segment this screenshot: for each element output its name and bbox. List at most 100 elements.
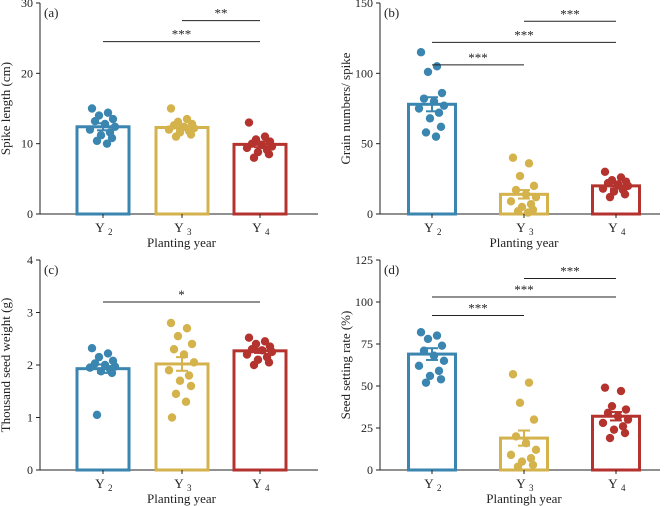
x-tick-subscript: 4 (621, 483, 626, 493)
x-tick-subscript: 3 (529, 227, 534, 237)
y-tick-label: 20 (21, 66, 33, 80)
x-tick-subscript: 3 (187, 227, 192, 237)
data-point (175, 376, 185, 385)
data-point (414, 361, 424, 371)
x-axis-title: Planting year (147, 491, 217, 506)
data-point (186, 130, 196, 139)
data-point (523, 208, 533, 217)
data-point (419, 94, 429, 103)
data-point (423, 334, 433, 344)
data-point (434, 366, 444, 376)
data-point (110, 122, 120, 131)
data-point (515, 398, 525, 407)
data-point (511, 185, 521, 195)
y-tick-label: 25 (361, 421, 373, 435)
panel-label: (c) (44, 262, 58, 277)
data-point (103, 108, 113, 117)
data-point (166, 104, 176, 113)
x-tick-subscript: 4 (265, 227, 270, 237)
data-point (242, 143, 252, 153)
y-axis-title: Spike length (cm) (0, 62, 13, 155)
y-axis-title: Seed setting rate (%) (338, 311, 353, 420)
data-point (108, 114, 118, 124)
data-point (85, 125, 95, 134)
x-tick-label: Y (516, 476, 526, 491)
data-point (600, 383, 610, 392)
data-point (526, 454, 536, 463)
data-point (508, 370, 518, 379)
data-point (605, 192, 615, 202)
panel-label: (d) (384, 262, 399, 277)
data-point (598, 418, 608, 428)
data-point (87, 344, 97, 353)
data-point (421, 128, 431, 137)
data-point (431, 132, 441, 141)
data-point (432, 62, 442, 71)
data-point (423, 67, 433, 77)
data-point (437, 341, 447, 350)
y-tick-label: 30 (21, 0, 33, 10)
y-tick-label: 2 (27, 358, 33, 372)
x-tick-label: Y (516, 220, 526, 235)
data-point (620, 190, 630, 199)
significance-label: *** (514, 27, 534, 42)
x-tick-label: Y (174, 476, 184, 491)
y-tick-label: 0 (367, 207, 373, 221)
data-point (264, 358, 274, 367)
data-point (508, 153, 518, 162)
data-point (189, 358, 199, 367)
data-point (609, 425, 619, 434)
significance-label: *** (560, 6, 580, 21)
data-point (506, 197, 516, 206)
data-point (600, 167, 610, 176)
data-point (598, 184, 608, 193)
y-tick-label: 3 (27, 306, 33, 320)
x-tick-subscript: 2 (437, 227, 442, 237)
data-point (621, 405, 631, 414)
x-tick-label: Y (252, 220, 262, 235)
x-tick-label: Y (174, 220, 184, 235)
y-tick-label: 100 (355, 295, 373, 309)
y-tick-label: 10 (21, 137, 33, 151)
data-point (439, 101, 449, 110)
bar (407, 352, 457, 472)
data-point (528, 460, 538, 470)
data-point (184, 371, 194, 380)
significance-label: *** (172, 27, 192, 42)
data-point (524, 378, 534, 387)
y-axis-title: Thousand seed weight (g) (0, 298, 13, 433)
data-point (249, 360, 259, 370)
panel-label: (b) (384, 5, 399, 20)
y-tick-label: 0 (367, 463, 373, 477)
data-point (436, 122, 446, 131)
data-point (605, 433, 615, 443)
x-tick-subscript: 2 (108, 483, 113, 493)
data-point (182, 324, 192, 333)
data-point (603, 408, 613, 418)
data-point (247, 345, 257, 354)
panel-label: (a) (44, 5, 58, 20)
data-point (437, 88, 447, 98)
data-point (436, 375, 446, 384)
y-tick-label: 0 (27, 463, 33, 477)
data-point (529, 415, 539, 424)
x-axis-title: Planting year (490, 235, 560, 250)
x-tick-label: Y (95, 220, 105, 235)
data-point (531, 445, 541, 455)
y-tick-label: 150 (355, 0, 373, 10)
data-point (416, 328, 426, 337)
data-point (242, 350, 252, 359)
data-point (616, 386, 626, 396)
x-tick-subscript: 2 (108, 227, 113, 237)
x-tick-label: Y (95, 476, 105, 491)
data-point (513, 462, 523, 471)
data-point (169, 345, 179, 354)
data-point (434, 108, 444, 117)
data-point (87, 104, 97, 113)
bar (232, 349, 288, 472)
significance-label: *** (468, 300, 488, 315)
y-tick-label: 0 (27, 207, 33, 221)
data-point (421, 378, 431, 387)
